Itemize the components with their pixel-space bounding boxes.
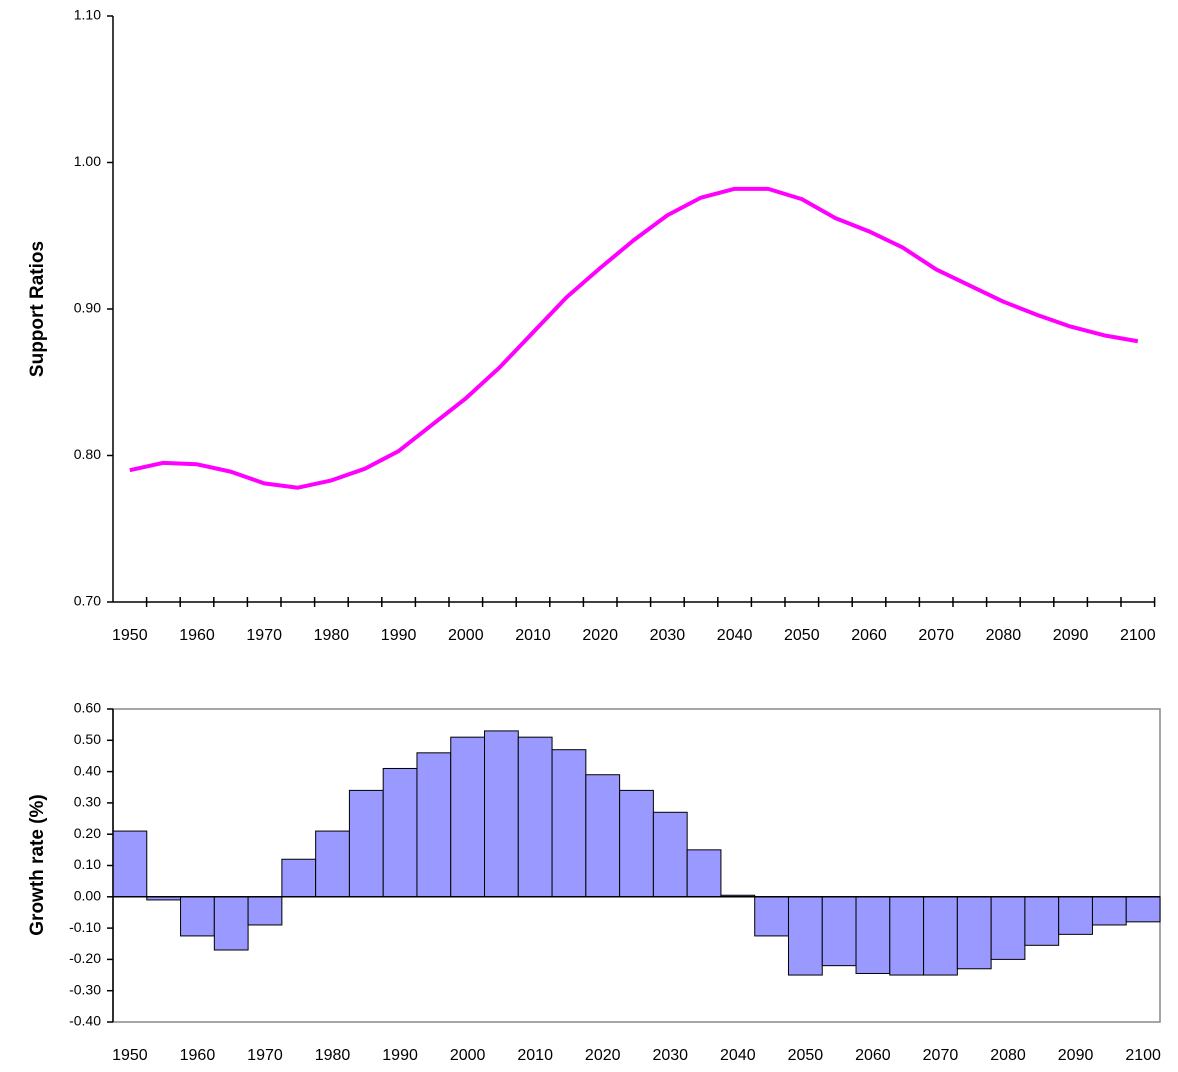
- y-tick-label: -0.10: [69, 919, 101, 935]
- x-tick-label: 2040: [720, 1047, 756, 1064]
- x-tick-label: 1980: [314, 627, 350, 644]
- bar: [348, 789, 384, 898]
- x-tick-label: 2100: [1125, 1047, 1161, 1064]
- x-tick-label: 1990: [382, 1047, 418, 1064]
- x-tick-label: 2000: [448, 627, 484, 644]
- y-tick-label: 0.00: [74, 888, 101, 904]
- x-tick-label: 2060: [855, 1047, 891, 1064]
- y-tick-label: 0.80: [74, 446, 101, 462]
- bar: [382, 767, 418, 898]
- x-tick-label: 1970: [246, 627, 282, 644]
- y-tick-label: 1.10: [74, 7, 101, 23]
- y-tick-label: 0.30: [74, 794, 101, 810]
- bar: [416, 752, 452, 898]
- x-tick-label: 2010: [515, 627, 551, 644]
- x-tick-label: 2100: [1120, 627, 1156, 644]
- bar: [450, 736, 486, 898]
- bar: [551, 749, 587, 898]
- line: [129, 186, 1139, 490]
- bar: [247, 896, 283, 926]
- bar: [956, 896, 992, 970]
- bar: [484, 730, 519, 898]
- y-axis-title: Growth rate (%): [27, 794, 48, 935]
- x-tick-label: 2070: [918, 627, 954, 644]
- bar: [1091, 896, 1127, 926]
- x-tick-label: 1980: [315, 1047, 351, 1064]
- x-tick-label: 1960: [180, 1047, 216, 1064]
- y-tick-label: 0.60: [74, 700, 101, 716]
- x-tick-label: 1990: [381, 627, 417, 644]
- x-tick-label: 2020: [582, 627, 618, 644]
- x-tick-label: 2090: [1053, 627, 1089, 644]
- y-tick-label: -0.30: [69, 981, 101, 997]
- x-tick-label: 2050: [784, 627, 820, 644]
- bar: [889, 896, 925, 976]
- x-tick-label: 2060: [851, 627, 887, 644]
- y-tick-label: 0.40: [74, 762, 101, 778]
- x-tick-label: 2040: [717, 627, 753, 644]
- bar: [619, 789, 654, 898]
- x-tick-label: 1950: [112, 627, 148, 644]
- bar: [213, 896, 249, 951]
- bar: [1058, 896, 1093, 935]
- bar: [787, 896, 823, 976]
- bar: [686, 849, 722, 898]
- y-tick-label: 0.70: [74, 593, 101, 609]
- y-tick-label: -0.20: [69, 950, 101, 966]
- x-tick-label: 1970: [247, 1047, 283, 1064]
- bar: [990, 896, 1026, 960]
- x-tick-label: 2070: [923, 1047, 959, 1064]
- y-tick-label: 1.00: [74, 153, 101, 169]
- bar: [281, 858, 317, 898]
- bar: [821, 896, 857, 967]
- y-axis-title: Support Ratios: [27, 241, 48, 377]
- x-tick-label: 2030: [650, 627, 686, 644]
- y-tick-label: 0.50: [74, 731, 101, 747]
- bar: [1024, 896, 1060, 946]
- bar: [652, 811, 688, 898]
- y-tick-label: 0.90: [74, 300, 101, 316]
- bar: [754, 896, 789, 937]
- bar: [180, 896, 215, 937]
- x-tick-label: 2010: [517, 1047, 553, 1064]
- bar: [112, 830, 148, 898]
- x-tick-label: 2000: [450, 1047, 486, 1064]
- y-tick-label: 0.20: [74, 825, 101, 841]
- x-tick-label: 2030: [652, 1047, 688, 1064]
- x-tick-label: 2080: [986, 627, 1022, 644]
- bar: [923, 896, 958, 976]
- bar: [315, 830, 350, 898]
- bar: [855, 896, 891, 974]
- y-tick-label: -0.40: [69, 1013, 101, 1029]
- bar: [517, 736, 553, 898]
- x-tick-label: 1960: [179, 627, 215, 644]
- x-tick-label: 2090: [1058, 1047, 1094, 1064]
- x-tick-label: 2050: [788, 1047, 824, 1064]
- y-tick-label: 0.10: [74, 856, 101, 872]
- x-tick-label: 2020: [585, 1047, 621, 1064]
- bar: [1125, 896, 1161, 923]
- bar: [585, 774, 621, 898]
- x-tick-label: 1950: [112, 1047, 148, 1064]
- x-tick-label: 2080: [990, 1047, 1026, 1064]
